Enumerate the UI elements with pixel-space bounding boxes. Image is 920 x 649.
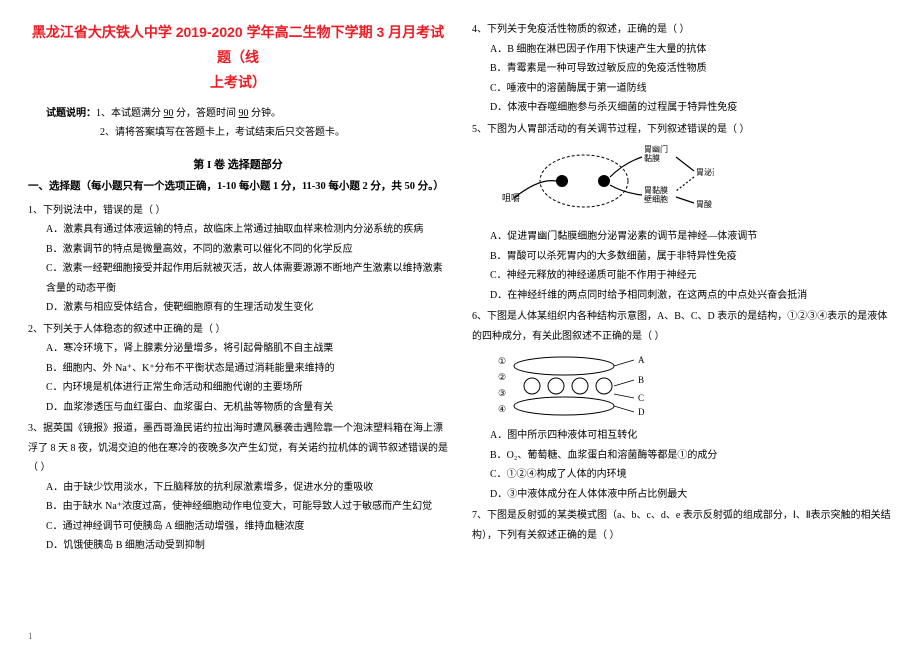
svg-text:黏膜: 黏膜: [644, 153, 660, 163]
q3-opt-c: C．通过神经调节可使胰岛 A 细胞活动增强，维持血糖浓度: [28, 517, 448, 537]
q5-opt-b: B．胃酸可以杀死胃内的大多数细菌，属于非特异性免疫: [472, 247, 892, 267]
q1-opt-c: C．激素一经靶细胞接受并起作用后就被灭活，故人体需要源源不断地产生激素以维持激素…: [28, 259, 448, 298]
part-label: 一、选择题（每小题只有一个选项正确，1-10 每小题 1 分，11-30 每小题…: [28, 178, 448, 193]
q1-stem: 1、下列说法中，错误的是（ ）: [28, 201, 448, 221]
svg-text:壁细胞: 壁细胞: [644, 194, 668, 204]
q5-stem: 5、下图为人胃部活动的有关调节过程，下列叙述错误的是（ ）: [472, 120, 892, 140]
left-column: 黑龙江省大庆铁人中学 2019-2020 学年高二生物下学期 3 月月考试题（线…: [28, 20, 448, 558]
q3-stem: 3、据英国《镜报》报道，墨西哥渔民诺约拉出海时遭风暴袭击遇险靠一个泡沫塑料箱在海…: [28, 419, 448, 478]
question-1: 1、下列说法中，错误的是（ ） A．激素具有通过体液运输的特点，故临床上常通过抽…: [28, 201, 448, 318]
q5-figure: 咀嚼 胃幽门 黏膜 胃黏膜 壁细胞 胃泌素 胃酸: [494, 143, 714, 223]
q6-label-d: D: [638, 407, 645, 417]
question-6: 6、下图是人体某组织内各种结构示意图，A、B、C、D 表示的是结构，①②③④表示…: [472, 307, 892, 504]
q6-label-a: A: [638, 355, 645, 365]
q6-num-1: ①: [498, 356, 506, 366]
q4-opt-c: C．唾液中的溶菌酶属于第一道防线: [472, 79, 892, 99]
q5-label-acid: 胃酸: [696, 199, 712, 209]
q2-opt-d: D．血浆渗透压与血红蛋白、血浆蛋白、无机盐等物质的含量有关: [28, 398, 448, 418]
q3-opt-b: B．由于缺水 Na⁺浓度过高，使神经细胞动作电位变大，可能导致人过于敏感而产生幻…: [28, 497, 448, 517]
question-2: 2、下列关于人体稳态的叙述中正确的是（ ） A．寒冷环境下，肾上腺素分泌量增多，…: [28, 320, 448, 418]
q1-opt-a: A．激素具有通过体液运输的特点，故临床上常通过抽取血样来检测内分泌系统的疾病: [28, 220, 448, 240]
q3-opt-a: A．由于缺少饮用淡水，下丘脑释放的抗利尿激素增多，促进水分的重吸收: [28, 478, 448, 498]
q6-label-c: C: [638, 393, 644, 403]
q2-opt-a: A．寒冷环境下，肾上腺素分泌量增多，将引起骨骼肌不自主战栗: [28, 339, 448, 359]
q1-opt-d: D．激素与相应受体结合，使靶细胞原有的生理活动发生变化: [28, 298, 448, 318]
q6-label-b: B: [638, 375, 644, 385]
q6-opt-b: B．O₂、葡萄糖、血浆蛋白和溶菌酶等都是①的成分: [472, 446, 892, 466]
q6-num-2: ②: [498, 372, 506, 382]
question-4: 4、下列关于免疫活性物质的叙述，正确的是（ ） A．B 细胞在淋巴因子作用下快速…: [472, 20, 892, 118]
q4-opt-d: D．体液中吞噬细胞参与杀灭细菌的过程属于特异性免疫: [472, 98, 892, 118]
q6-num-4: ④: [498, 404, 506, 414]
q7-stem: 7、下图是反射弧的某类模式图（a、b、c、d、e 表示反射弧的组成部分，Ⅰ、Ⅱ表…: [472, 506, 892, 545]
q5-opt-a: A．促进胃幽门黏膜细胞分泌胃泌素的调节是神经—体液调节: [472, 227, 892, 247]
q5-label-gastrin: 胃泌素: [696, 167, 714, 177]
page-number: 1: [28, 631, 33, 641]
q3-opt-d: D．饥饿使胰岛 B 细胞活动受到抑制: [28, 536, 448, 556]
right-column: 4、下列关于免疫活性物质的叙述，正确的是（ ） A．B 细胞在淋巴因子作用下快速…: [472, 20, 892, 558]
q6-figure: A B C D ① ② ③ ④: [494, 350, 664, 422]
title-line-2: 上考试）: [28, 70, 448, 95]
section-header: 第 I 卷 选择题部分: [28, 156, 448, 172]
question-3: 3、据英国《镜报》报道，墨西哥渔民诺约拉出海时遭风暴袭击遇险靠一个泡沫塑料箱在海…: [28, 419, 448, 556]
q6-opt-c: C．①②④构成了人体的内环境: [472, 465, 892, 485]
question-5: 5、下图为人胃部活动的有关调节过程，下列叙述错误的是（ ） 咀嚼 胃幽门 黏膜 …: [472, 120, 892, 306]
q6-opt-a: A．图中所示四种液体可相互转化: [472, 426, 892, 446]
exam-title: 黑龙江省大庆铁人中学 2019-2020 学年高二生物下学期 3 月月考试题（线…: [28, 20, 448, 96]
q6-stem: 6、下图是人体某组织内各种结构示意图，A、B、C、D 表示的是结构，①②③④表示…: [472, 307, 892, 346]
instruction-2: 2、请将答案填写在答题卡上，考试结束后只交答题卡。: [46, 123, 448, 142]
q2-stem: 2、下列关于人体稳态的叙述中正确的是（ ）: [28, 320, 448, 340]
q2-opt-b: B．细胞内、外 Na⁺、K⁺分布不平衡状态是通过消耗能量来维持的: [28, 359, 448, 379]
instruction-1: 试题说明：1、本试题满分 90 分，答题时间 90 分钟。: [46, 104, 448, 123]
q6-opt-d: D．③中液体成分在人体体液中所占比例最大: [472, 485, 892, 505]
instructions-block: 试题说明：1、本试题满分 90 分，答题时间 90 分钟。 2、请将答案填写在答…: [46, 104, 448, 142]
q5-opt-c: C．神经元释放的神经递质可能不作用于神经元: [472, 266, 892, 286]
q4-opt-a: A．B 细胞在淋巴因子作用下快速产生大量的抗体: [472, 40, 892, 60]
q4-opt-b: B．青霉素是一种可导致过敏反应的免疫活性物质: [472, 59, 892, 79]
q6-num-3: ③: [498, 388, 506, 398]
q5-label-pylorus: 胃幽门: [644, 144, 668, 154]
q5-label-wall: 胃黏膜: [644, 185, 668, 195]
instr-label: 试题说明：: [46, 108, 96, 119]
q1-opt-b: B．激素调节的特点是微量高效，不同的激素可以催化不同的化学反应: [28, 240, 448, 260]
q5-opt-d: D．在神经纤维的两点同时给予相同刺激，在这两点的中点处兴奋会抵消: [472, 286, 892, 306]
question-7: 7、下图是反射弧的某类模式图（a、b、c、d、e 表示反射弧的组成部分，Ⅰ、Ⅱ表…: [472, 506, 892, 545]
q4-stem: 4、下列关于免疫活性物质的叙述，正确的是（ ）: [472, 20, 892, 40]
title-line-1: 黑龙江省大庆铁人中学 2019-2020 学年高二生物下学期 3 月月考试题（线: [28, 20, 448, 70]
q5-label-chew: 咀嚼: [502, 193, 520, 203]
q2-opt-c: C．内环境是机体进行正常生命活动和细胞代谢的主要场所: [28, 378, 448, 398]
